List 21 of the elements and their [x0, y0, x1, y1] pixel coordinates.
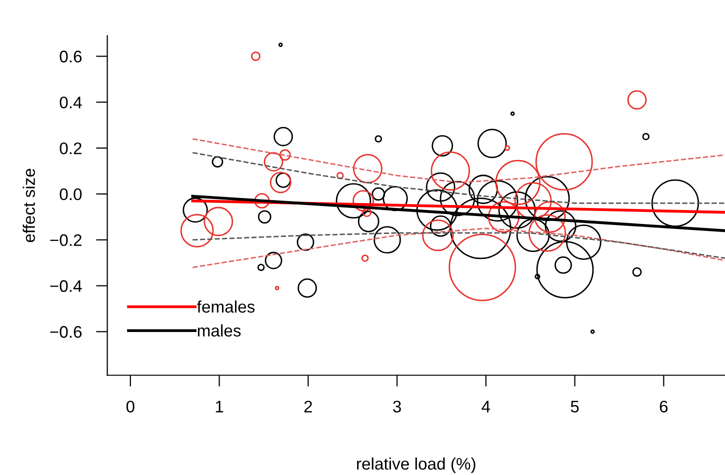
legend-label: males: [198, 324, 241, 337]
x-tick-label: 6: [660, 400, 668, 412]
y-tick-label: 0.2: [60, 142, 82, 154]
legend-label: females: [197, 300, 255, 313]
x-tick-label: 3: [393, 400, 401, 412]
x-tick-label: 1: [216, 400, 224, 412]
line-series: [192, 152, 725, 204]
y-axis-title: effect size: [22, 168, 35, 242]
y-tick-label: −0.2: [50, 234, 82, 246]
x-tick-label: 5: [570, 400, 579, 412]
y-tick-label: 0.6: [60, 50, 82, 62]
x-tick-label: 2: [304, 400, 312, 412]
y-tick-label: −0.6: [50, 326, 82, 338]
y-tick-label: 0.4: [60, 96, 82, 108]
y-tick-label: −0.4: [50, 280, 82, 292]
y-tick-label: 0.0: [60, 188, 82, 200]
x-tick-label: 4: [482, 400, 490, 412]
x-tick-label: 0: [126, 400, 134, 412]
line-series: [192, 138, 725, 184]
line-series: [192, 228, 725, 268]
x-axis-title: relative load (%): [357, 457, 476, 473]
